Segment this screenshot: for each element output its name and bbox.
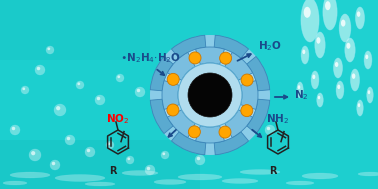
Wedge shape [214,35,249,58]
Wedge shape [172,35,206,58]
Ellipse shape [297,82,303,98]
Circle shape [95,95,105,105]
Circle shape [167,104,179,116]
FancyBboxPatch shape [0,0,150,60]
Wedge shape [214,132,249,155]
Circle shape [135,87,145,97]
Circle shape [29,149,41,161]
Circle shape [12,127,15,130]
Ellipse shape [352,73,355,79]
Circle shape [137,89,140,92]
Circle shape [176,116,184,124]
Ellipse shape [240,170,280,174]
Ellipse shape [317,93,323,107]
Circle shape [178,63,242,127]
Circle shape [220,52,232,64]
Circle shape [188,73,232,117]
Ellipse shape [364,51,372,69]
Circle shape [161,151,169,159]
Ellipse shape [358,172,378,176]
Circle shape [265,125,275,135]
Ellipse shape [357,100,363,116]
Ellipse shape [367,87,373,103]
Text: NH$_2$: NH$_2$ [266,112,290,126]
Circle shape [188,126,200,138]
Circle shape [67,137,70,140]
Circle shape [126,156,134,164]
Ellipse shape [304,7,311,18]
Circle shape [35,65,45,75]
Ellipse shape [178,174,222,180]
Circle shape [56,106,60,110]
Ellipse shape [318,96,320,99]
Circle shape [127,157,130,160]
Circle shape [247,117,250,120]
Wedge shape [150,57,173,91]
Text: R: R [269,166,277,176]
Circle shape [241,74,253,86]
Wedge shape [247,57,270,91]
Circle shape [10,125,20,135]
Ellipse shape [311,71,319,89]
Circle shape [46,46,54,54]
Circle shape [163,152,165,155]
Text: N$_2$: N$_2$ [294,88,308,102]
Wedge shape [150,99,173,134]
Wedge shape [247,99,270,134]
Circle shape [189,52,201,64]
Ellipse shape [341,20,345,27]
Ellipse shape [357,11,360,17]
Circle shape [156,104,164,112]
Wedge shape [167,110,195,138]
Circle shape [37,67,40,70]
FancyBboxPatch shape [0,140,200,189]
Ellipse shape [337,85,340,89]
Circle shape [118,75,120,78]
Ellipse shape [312,75,315,79]
Circle shape [195,155,205,165]
Text: $\bullet$N$_2$H$_4$$\cdot$H$_2$O: $\bullet$N$_2$H$_4$$\cdot$H$_2$O [120,51,181,65]
Circle shape [97,97,100,100]
Circle shape [237,132,240,135]
Circle shape [31,151,35,155]
Wedge shape [167,52,195,80]
Circle shape [116,74,124,82]
FancyBboxPatch shape [220,0,378,80]
Circle shape [87,149,90,152]
Wedge shape [172,132,206,155]
Circle shape [162,47,258,143]
Wedge shape [162,81,180,109]
Text: R: R [109,166,117,176]
Circle shape [65,135,75,145]
Ellipse shape [368,90,370,94]
Circle shape [197,157,200,160]
Circle shape [47,47,50,50]
Ellipse shape [122,170,158,176]
Ellipse shape [316,37,321,44]
Ellipse shape [323,0,337,30]
Circle shape [177,117,180,120]
Circle shape [22,87,25,90]
Ellipse shape [85,182,115,186]
Circle shape [241,105,253,117]
Circle shape [77,82,80,85]
Ellipse shape [298,85,300,89]
Circle shape [150,35,270,155]
Circle shape [147,167,150,170]
Circle shape [267,127,270,130]
Wedge shape [240,81,258,109]
Ellipse shape [302,50,305,54]
Circle shape [50,160,60,170]
Ellipse shape [302,173,338,179]
Wedge shape [225,110,253,138]
Wedge shape [225,52,253,80]
Wedge shape [195,47,225,64]
Ellipse shape [154,180,186,184]
Circle shape [157,105,160,108]
Ellipse shape [301,0,319,42]
Ellipse shape [335,62,338,67]
Circle shape [85,147,95,157]
Text: H$_2$O: H$_2$O [258,39,282,53]
Ellipse shape [3,181,27,185]
